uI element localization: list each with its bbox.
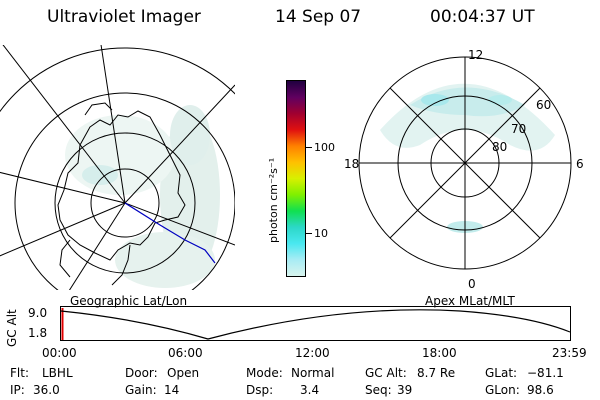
status-glon-value: 98.6	[527, 383, 554, 397]
status-glon-key: GLon:	[485, 383, 520, 397]
mlt-label-midnight: 0	[468, 277, 476, 290]
status-seq-value: 39	[397, 383, 413, 397]
time-tick-2359: 23:59	[552, 346, 587, 360]
status-seq-key: Seq:	[365, 383, 392, 397]
status-dsp-value: 3.4	[300, 383, 320, 397]
altitude-axis-label: GC Alt	[5, 309, 19, 347]
instrument-title: Ultraviolet Imager	[47, 7, 201, 27]
apex-polar-plot: 12 18 6 0 60 70 80	[344, 48, 584, 290]
lat-circle-70	[54, 132, 196, 274]
status-mode-key: Mode:	[246, 366, 283, 380]
time-tick-0000: 00:00	[42, 346, 77, 360]
lat-circle-50	[0, 47, 235, 113]
time-tick-1800: 18:00	[422, 346, 457, 360]
mlt-label-dusk: 18	[344, 157, 359, 171]
status-glat-key: GLat:	[485, 366, 518, 380]
status-gcalt-value: 8.7 Re	[417, 366, 456, 380]
mlt-label-dawn: 6	[576, 157, 584, 171]
colorbar-tick-label-100: 100	[314, 141, 335, 154]
aurora-glow-apex	[380, 83, 555, 233]
altitude-curve	[60, 309, 571, 340]
status-ip-value: 36.0	[33, 383, 60, 397]
geographic-panel-label: Geographic Lat/Lon	[70, 294, 188, 308]
altitude-tick-max: 9.0	[28, 306, 48, 320]
status-gain-key: Gain:	[125, 383, 157, 397]
geographic-map	[0, 45, 235, 290]
time-tick-0600: 06:00	[168, 346, 203, 360]
time-tick-1200: 12:00	[295, 346, 330, 360]
apex-panel-label: Apex MLat/MLT	[425, 294, 515, 308]
status-glat-value: −81.1	[527, 366, 564, 380]
status-door-key: Door:	[125, 366, 158, 380]
observation-time: 00:04:37 UT	[430, 7, 535, 27]
status-filter-value: LBHL	[42, 366, 73, 380]
status-dsp-key: Dsp:	[246, 383, 274, 397]
mlat-label-80: 80	[492, 140, 507, 154]
lat-circle-60	[14, 92, 235, 290]
altitude-tick-min: 1.8	[28, 326, 48, 340]
satellite-track	[124, 202, 216, 264]
colorbar-tick-100	[306, 147, 312, 148]
status-filter-key: Flt:	[10, 366, 29, 380]
antarctica-coastline	[57, 110, 186, 261]
lat-circle-80	[90, 168, 160, 238]
altitude-plot	[60, 306, 571, 341]
mlat-label-60: 60	[536, 98, 551, 112]
colorbar-tick-10	[306, 233, 312, 234]
colorbar-tick-label-10: 10	[314, 227, 328, 240]
status-gain-value: 14	[164, 383, 180, 397]
colorbar-unit-label: photon cm⁻²s⁻¹	[267, 157, 280, 243]
mlt-label-noon: 12	[468, 48, 483, 62]
status-mode-value: Normal	[291, 366, 335, 380]
aurora-glow-geo	[65, 105, 220, 288]
status-ip-key: IP:	[10, 383, 25, 397]
status-door-value: Open	[167, 366, 200, 380]
status-gcalt-key: GC Alt:	[365, 366, 407, 380]
colorbar	[286, 80, 306, 277]
mlat-label-70: 70	[511, 122, 526, 136]
observation-date: 14 Sep 07	[275, 7, 362, 27]
